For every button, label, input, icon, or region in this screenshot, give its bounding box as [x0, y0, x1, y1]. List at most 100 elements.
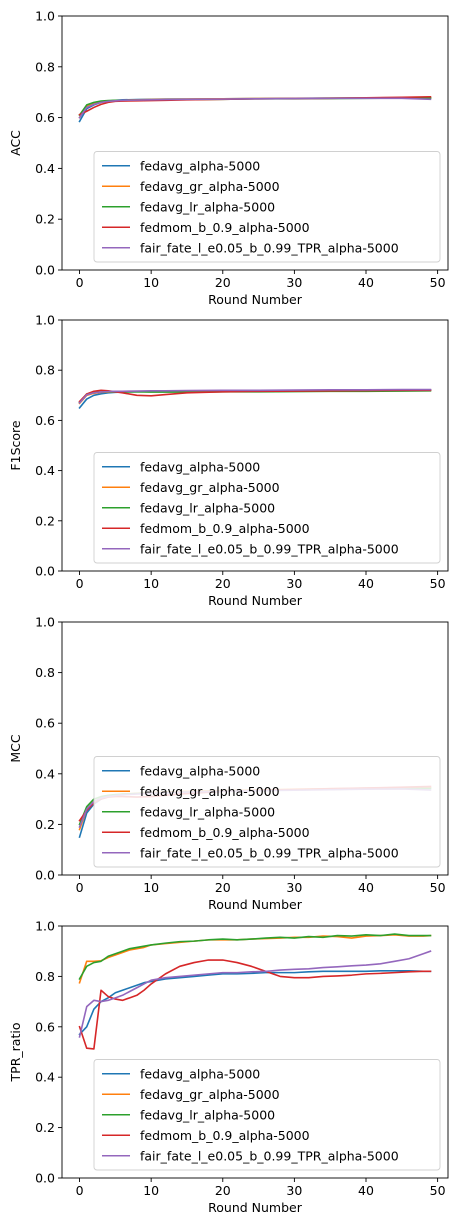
legend: fedavg_alpha-5000 fedavg_gr_alpha-5000fed…	[93, 452, 441, 564]
y-tick-label: 0.6	[35, 716, 55, 731]
series-line-2	[78, 934, 432, 984]
series-line-5	[78, 97, 432, 119]
y-tick-label: 1.0	[35, 919, 55, 934]
series-line-3	[78, 933, 432, 981]
chart-panel-3: 0 10 20 30 40 50 0.0 0.2 0.4 0.6 0.8 1.0 Round Numbe…	[8, 615, 449, 912]
y-tick-label: 0.6	[35, 110, 55, 125]
chart-panel-4: 0 10 20 30 40 50 0.0 0.2 0.4 0.6 0.8 1.0 Round Numbe…	[8, 919, 449, 1215]
x-tick-label: 10	[143, 1183, 159, 1198]
legend-box	[93, 1059, 441, 1171]
x-tick-label: 30	[286, 880, 302, 895]
legend-entry: fedmom_b_0.9_alpha-5000	[140, 220, 310, 235]
x-tick-label: 40	[358, 275, 374, 290]
y-tick-label: 0.0	[35, 868, 55, 883]
x-tick-label: 0	[76, 576, 84, 591]
x-axis-label: Round Number	[208, 1200, 303, 1215]
chart-panel-1: 0 10 20 30 40 50 0.0 0.2 0.4 0.6 0.8 1.0 Round Numbe…	[8, 9, 449, 307]
legend-entry: fedavg_gr_alpha-5000	[140, 179, 280, 194]
legend-entry: fedavg_gr_alpha-5000	[140, 784, 280, 799]
legend: fedavg_alpha-5000 fedavg_gr_alpha-5000fed…	[93, 756, 441, 868]
legend-box	[93, 756, 441, 868]
y-tick-label: 1.0	[35, 313, 55, 328]
series-line-1	[78, 970, 432, 1036]
legend-entry: fedavg_lr_alpha-5000	[140, 1107, 275, 1122]
y-tick-label: 0.4	[35, 463, 55, 478]
x-tick-label: 40	[358, 1183, 374, 1198]
axes-frame	[61, 621, 449, 876]
legend-entry: fair_fate_l_e0.05_b_0.99_TPR_alpha-5000	[140, 541, 399, 556]
x-tick-label: 50	[430, 275, 446, 290]
legend-entry: fedmom_b_0.9_alpha-5000	[140, 521, 310, 536]
legend-entry: fedavg_lr_alpha-5000	[140, 500, 275, 515]
y-tick-label: 0.8	[35, 665, 55, 680]
x-axis-label: Round Number	[208, 897, 303, 912]
x-tick-label: 0	[76, 880, 84, 895]
x-tick-label: 40	[358, 576, 374, 591]
y-tick-label: 0.0	[35, 263, 55, 278]
y-tick-label: 0.6	[35, 1019, 55, 1034]
y-tick-label: 0.2	[35, 1120, 55, 1135]
legend-entry: fedavg_lr_alpha-5000	[140, 199, 275, 214]
x-tick-label: 10	[143, 576, 159, 591]
y-tick-label: 0.4	[35, 1070, 55, 1085]
y-tick-label: 0.4	[35, 161, 55, 176]
series-line-5	[78, 950, 432, 1038]
series-line-3	[78, 389, 432, 404]
legend-entry: fedavg_alpha-5000	[140, 763, 260, 778]
x-tick-label: 50	[430, 576, 446, 591]
legend-entry: fair_fate_l_e0.05_b_0.99_TPR_alpha-5000	[140, 240, 399, 255]
legend-entry: fair_fate_l_e0.05_b_0.99_TPR_alpha-5000	[140, 1148, 399, 1163]
legend-box	[93, 151, 441, 263]
y-tick-label: 0.2	[35, 513, 55, 528]
x-tick-label: 50	[430, 1183, 446, 1198]
x-tick-label: 20	[215, 1183, 231, 1198]
axes-frame	[61, 319, 449, 572]
x-tick-label: 30	[286, 1183, 302, 1198]
x-tick-label: 20	[215, 576, 231, 591]
y-tick-label: 1.0	[35, 9, 55, 24]
series-line-4	[78, 389, 432, 403]
x-axis-label: Round Number	[208, 593, 303, 608]
legend: fedavg_alpha-5000 fedavg_gr_alpha-5000fed…	[93, 151, 441, 263]
legend-entry: fedavg_alpha-5000	[140, 1066, 260, 1081]
legend-entry: fair_fate_l_e0.05_b_0.99_TPR_alpha-5000	[140, 845, 399, 860]
x-tick-label: 0	[76, 1183, 84, 1198]
x-tick-label: 20	[215, 880, 231, 895]
x-tick-label: 10	[143, 880, 159, 895]
axes-frame	[61, 15, 449, 271]
y-tick-label: 0.6	[35, 413, 55, 428]
y-tick-label: 0.2	[35, 817, 55, 832]
x-tick-label: 0	[76, 275, 84, 290]
y-tick-label: 0.8	[35, 969, 55, 984]
x-tick-label: 50	[430, 880, 446, 895]
series-line-5	[78, 388, 432, 404]
y-tick-label: 0.8	[35, 59, 55, 74]
legend-entry: fedmom_b_0.9_alpha-5000	[140, 825, 310, 840]
y-tick-label: 0.4	[35, 766, 55, 781]
x-tick-label: 40	[358, 880, 374, 895]
y-tick-label: 0.8	[35, 363, 55, 378]
legend-entry: fedavg_alpha-5000	[140, 459, 260, 474]
y-tick-label: 0.2	[35, 212, 55, 227]
chart-panel-2: 0 10 20 30 40 50 0.0 0.2 0.4 0.6 0.8 1.0 Round Numbe…	[8, 313, 449, 608]
legend-entry: fedavg_gr_alpha-5000	[140, 480, 280, 495]
x-tick-label: 30	[286, 576, 302, 591]
y-axis-label: TPR_ratio	[8, 1023, 23, 1083]
y-axis-label: MCC	[8, 734, 23, 763]
y-tick-label: 0.0	[35, 564, 55, 579]
y-tick-label: 1.0	[35, 615, 55, 630]
legend-entry: fedavg_lr_alpha-5000	[140, 804, 275, 819]
legend-box	[93, 452, 441, 564]
x-tick-label: 10	[143, 275, 159, 290]
legend-entry: fedavg_gr_alpha-5000	[140, 1087, 280, 1102]
x-tick-label: 30	[286, 275, 302, 290]
y-axis-label: ACC	[8, 130, 23, 156]
y-axis-label: F1Score	[8, 420, 23, 470]
series-line-4	[78, 959, 432, 1050]
x-axis-label: Round Number	[208, 292, 303, 307]
x-tick-label: 20	[215, 275, 231, 290]
axes-frame	[61, 925, 449, 1179]
y-tick-label: 0.0	[35, 1171, 55, 1186]
legend-entry: fedavg_alpha-5000	[140, 158, 260, 173]
